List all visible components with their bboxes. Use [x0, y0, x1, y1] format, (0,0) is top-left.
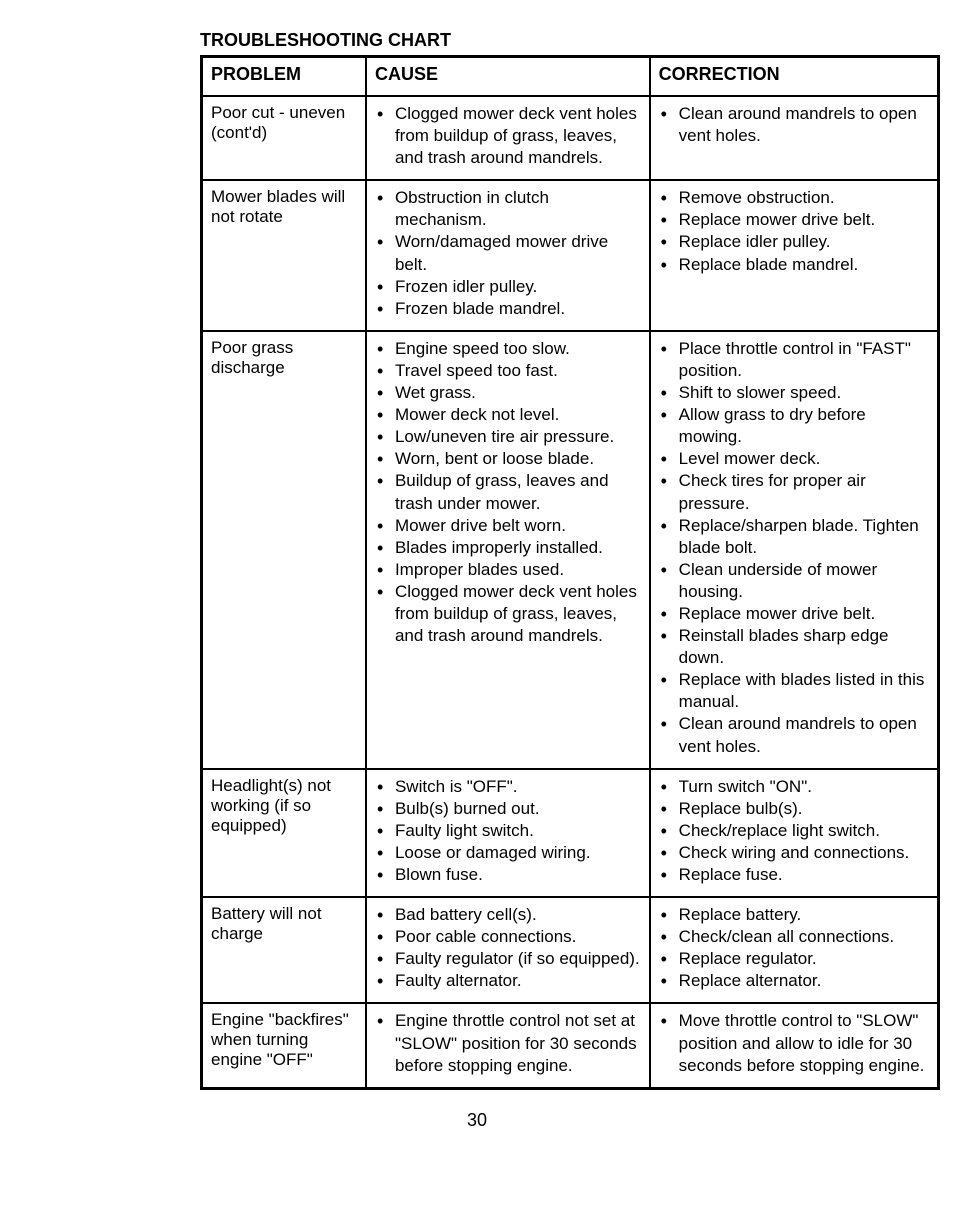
list-item: Frozen idler pulley. [375, 276, 641, 298]
list-item: Engine throttle control not set at "SLOW… [375, 1010, 641, 1076]
list-item: Frozen blade mandrel. [375, 298, 641, 320]
cell-problem: Headlight(s) not working (if so equipped… [202, 769, 366, 897]
cause-list: Obstruction in clutch mechanism.Worn/dam… [375, 187, 641, 320]
header-correction: CORRECTION [650, 57, 939, 97]
table-row: Mower blades will not rotateObstruction … [202, 180, 939, 331]
cell-problem: Mower blades will not rotate [202, 180, 366, 331]
correction-list: Turn switch "ON".Replace bulb(s).Check/r… [659, 776, 929, 886]
correction-list: Replace battery.Check/clean all connecti… [659, 904, 929, 992]
list-item: Faulty alternator. [375, 970, 641, 992]
list-item: Improper blades used. [375, 559, 641, 581]
correction-list: Remove obstruction.Replace mower drive b… [659, 187, 929, 275]
cell-problem: Engine "backfires" when turning engine "… [202, 1003, 366, 1088]
list-item: Replace blade mandrel. [659, 254, 929, 276]
list-item: Blades improperly installed. [375, 537, 641, 559]
list-item: Level mower deck. [659, 448, 929, 470]
cell-problem: Poor cut - uneven (cont'd) [202, 96, 366, 180]
list-item: Buildup of grass, leaves and trash under… [375, 470, 641, 514]
cell-cause: Obstruction in clutch mechanism.Worn/dam… [366, 180, 650, 331]
list-item: Worn/damaged mower drive belt. [375, 231, 641, 275]
header-problem: PROBLEM [202, 57, 366, 97]
cause-list: Clogged mower deck vent holes from build… [375, 103, 641, 169]
list-item: Replace mower drive belt. [659, 603, 929, 625]
cell-problem: Poor grass discharge [202, 331, 366, 769]
list-item: Replace battery. [659, 904, 929, 926]
list-item: Engine speed too slow. [375, 338, 641, 360]
chart-title: TROUBLESHOOTING CHART [200, 30, 914, 51]
correction-list: Place throttle control in "FAST" positio… [659, 338, 929, 758]
list-item: Worn, bent or loose blade. [375, 448, 641, 470]
table-row: Poor grass dischargeEngine speed too slo… [202, 331, 939, 769]
list-item: Shift to slower speed. [659, 382, 929, 404]
list-item: Poor cable connections. [375, 926, 641, 948]
list-item: Wet grass. [375, 382, 641, 404]
cell-correction: Clean around mandrels to open vent holes… [650, 96, 939, 180]
cell-correction: Remove obstruction.Replace mower drive b… [650, 180, 939, 331]
list-item: Clean around mandrels to open vent holes… [659, 713, 929, 757]
list-item: Mower deck not level. [375, 404, 641, 426]
cell-correction: Move throttle control to "SLOW" position… [650, 1003, 939, 1088]
list-item: Clogged mower deck vent holes from build… [375, 103, 641, 169]
list-item: Clogged mower deck vent holes from build… [375, 581, 641, 647]
cell-cause: Switch is "OFF".Bulb(s) burned out.Fault… [366, 769, 650, 897]
list-item: Low/uneven tire air pressure. [375, 426, 641, 448]
list-item: Replace with blades listed in this manua… [659, 669, 929, 713]
correction-list: Clean around mandrels to open vent holes… [659, 103, 929, 147]
table-row: Poor cut - uneven (cont'd)Clogged mower … [202, 96, 939, 180]
list-item: Clean underside of mower housing. [659, 559, 929, 603]
cause-list: Switch is "OFF".Bulb(s) burned out.Fault… [375, 776, 641, 886]
list-item: Check tires for proper air pressure. [659, 470, 929, 514]
list-item: Bad battery cell(s). [375, 904, 641, 926]
list-item: Replace regulator. [659, 948, 929, 970]
list-item: Blown fuse. [375, 864, 641, 886]
list-item: Loose or damaged wiring. [375, 842, 641, 864]
list-item: Switch is "OFF". [375, 776, 641, 798]
table-row: Battery will not chargeBad battery cell(… [202, 897, 939, 1003]
list-item: Obstruction in clutch mechanism. [375, 187, 641, 231]
list-item: Travel speed too fast. [375, 360, 641, 382]
table-row: Engine "backfires" when turning engine "… [202, 1003, 939, 1088]
list-item: Faulty regulator (if so equipped). [375, 948, 641, 970]
list-item: Replace/sharpen blade. Tighten blade bol… [659, 515, 929, 559]
list-item: Remove obstruction. [659, 187, 929, 209]
list-item: Check wiring and connections. [659, 842, 929, 864]
list-item: Check/replace light switch. [659, 820, 929, 842]
table-row: Headlight(s) not working (if so equipped… [202, 769, 939, 897]
cell-correction: Place throttle control in "FAST" positio… [650, 331, 939, 769]
cell-correction: Replace battery.Check/clean all connecti… [650, 897, 939, 1003]
troubleshooting-table: PROBLEM CAUSE CORRECTION Poor cut - unev… [200, 55, 940, 1090]
list-item: Replace idler pulley. [659, 231, 929, 253]
cause-list: Engine throttle control not set at "SLOW… [375, 1010, 641, 1076]
list-item: Check/clean all connections. [659, 926, 929, 948]
header-cause: CAUSE [366, 57, 650, 97]
list-item: Replace bulb(s). [659, 798, 929, 820]
cell-cause: Clogged mower deck vent holes from build… [366, 96, 650, 180]
list-item: Faulty light switch. [375, 820, 641, 842]
cell-correction: Turn switch "ON".Replace bulb(s).Check/r… [650, 769, 939, 897]
list-item: Replace fuse. [659, 864, 929, 886]
list-item: Mower drive belt worn. [375, 515, 641, 537]
correction-list: Move throttle control to "SLOW" position… [659, 1010, 929, 1076]
list-item: Place throttle control in "FAST" positio… [659, 338, 929, 382]
cell-cause: Bad battery cell(s).Poor cable connectio… [366, 897, 650, 1003]
cell-cause: Engine speed too slow.Travel speed too f… [366, 331, 650, 769]
list-item: Allow grass to dry before mowing. [659, 404, 929, 448]
cell-problem: Battery will not charge [202, 897, 366, 1003]
cell-cause: Engine throttle control not set at "SLOW… [366, 1003, 650, 1088]
list-item: Turn switch "ON". [659, 776, 929, 798]
list-item: Reinstall blades sharp edge down. [659, 625, 929, 669]
cause-list: Bad battery cell(s).Poor cable connectio… [375, 904, 641, 992]
list-item: Clean around mandrels to open vent holes… [659, 103, 929, 147]
cause-list: Engine speed too slow.Travel speed too f… [375, 338, 641, 647]
list-item: Move throttle control to "SLOW" position… [659, 1010, 929, 1076]
list-item: Bulb(s) burned out. [375, 798, 641, 820]
list-item: Replace mower drive belt. [659, 209, 929, 231]
page-number: 30 [40, 1110, 914, 1131]
list-item: Replace alternator. [659, 970, 929, 992]
table-body: Poor cut - uneven (cont'd)Clogged mower … [202, 96, 939, 1088]
